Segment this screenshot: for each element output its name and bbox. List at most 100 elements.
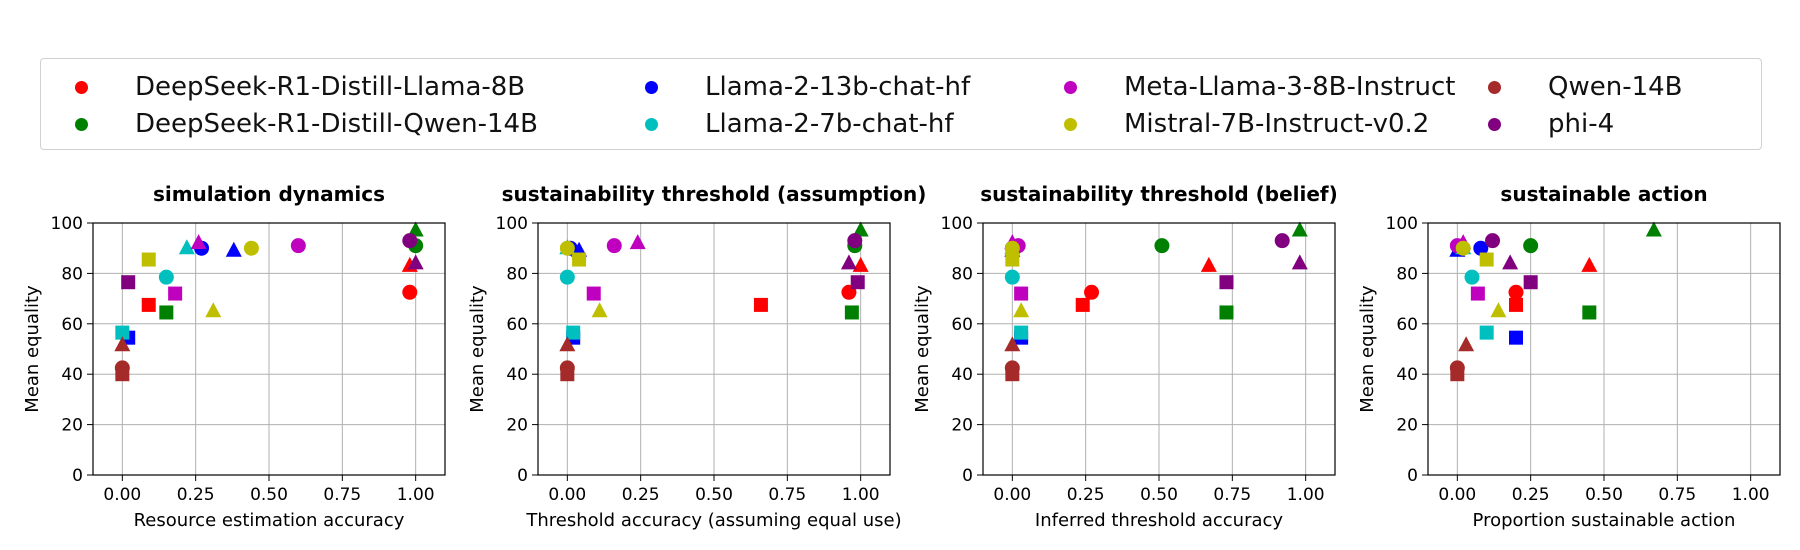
x-tick-label: 0.50 bbox=[1140, 485, 1178, 505]
y-axis-label: Mean equality bbox=[912, 285, 933, 413]
legend-label: DeepSeek-R1-Distill-Qwen-14B bbox=[135, 109, 538, 139]
data-point-circle bbox=[402, 233, 418, 249]
y-axis-label: Mean equality bbox=[1357, 285, 1378, 413]
x-tick-label: 0.00 bbox=[548, 485, 586, 505]
data-point-square bbox=[566, 325, 581, 340]
legend-entry: Meta-Llama-3-8B-Instruct bbox=[1030, 71, 1455, 103]
data-point-triangle bbox=[407, 221, 424, 237]
legend-marker bbox=[645, 80, 658, 94]
data-point-triangle bbox=[190, 234, 207, 250]
legend-marker bbox=[75, 80, 88, 94]
data-point-square bbox=[1479, 325, 1494, 340]
data-point-triangle bbox=[1291, 254, 1308, 270]
y-tick-label: 0 bbox=[517, 466, 528, 486]
data-point-triangle bbox=[559, 336, 576, 352]
x-axis-label: Inferred threshold accuracy bbox=[1035, 510, 1283, 531]
data-point-circle bbox=[1485, 233, 1501, 249]
data-point-circle bbox=[1004, 240, 1020, 256]
legend-entry: Llama-2-13b-chat-hf bbox=[611, 71, 970, 103]
data-point-triangle bbox=[225, 241, 242, 257]
data-point-triangle bbox=[852, 256, 869, 272]
x-tick-label: 1.00 bbox=[397, 485, 435, 505]
y-tick-label: 60 bbox=[61, 315, 83, 335]
x-axis-label: Proportion sustainable action bbox=[1473, 510, 1736, 531]
data-point-square bbox=[1509, 297, 1523, 312]
data-point-circle bbox=[1523, 238, 1539, 254]
legend-marker bbox=[1064, 117, 1077, 131]
legend: DeepSeek-R1-Distill-Llama-8B DeepSeek-R1… bbox=[40, 58, 1762, 150]
panel-title: sustainable action bbox=[1500, 182, 1707, 206]
legend-label: Meta-Llama-3-8B-Instruct bbox=[1124, 72, 1456, 102]
legend-label: Llama-2-13b-chat-hf bbox=[705, 72, 971, 102]
plot-frame bbox=[92, 222, 446, 476]
x-tick-label: 0.25 bbox=[622, 485, 660, 505]
data-point-circle bbox=[1464, 269, 1480, 285]
data-point-circle bbox=[1084, 284, 1100, 300]
y-tick-label: 20 bbox=[951, 416, 973, 436]
data-point-triangle bbox=[1458, 336, 1475, 352]
y-tick-label: 80 bbox=[61, 264, 83, 284]
data-point-triangle bbox=[407, 254, 424, 270]
y-tick-label: 80 bbox=[506, 264, 528, 284]
legend-marker bbox=[75, 117, 88, 131]
data-point-square bbox=[141, 297, 156, 312]
data-point-square bbox=[1014, 325, 1029, 340]
data-point-square bbox=[1450, 367, 1465, 382]
y-tick-label: 80 bbox=[951, 264, 973, 284]
x-tick-label: 0.25 bbox=[1512, 485, 1550, 505]
x-tick-label: 1.00 bbox=[1732, 485, 1770, 505]
x-tick-label: 0.75 bbox=[1213, 485, 1251, 505]
data-point-square bbox=[850, 275, 865, 290]
data-point-square bbox=[1523, 275, 1538, 290]
y-tick-label: 80 bbox=[1396, 264, 1418, 284]
y-tick-label: 20 bbox=[61, 416, 83, 436]
data-point-square bbox=[586, 286, 601, 301]
panel-title: sustainability threshold (assumption) bbox=[502, 182, 927, 206]
data-point-square bbox=[1219, 275, 1234, 290]
data-point-square bbox=[572, 252, 587, 267]
data-point-square bbox=[168, 286, 183, 301]
legend-label: Qwen-14B bbox=[1548, 72, 1683, 102]
x-tick-label: 1.00 bbox=[1287, 485, 1325, 505]
data-point-square bbox=[115, 367, 130, 382]
data-point-circle bbox=[1455, 240, 1471, 256]
x-tick-label: 0.50 bbox=[250, 485, 288, 505]
legend-label: phi-4 bbox=[1548, 109, 1615, 139]
x-tick-label: 0.25 bbox=[1067, 485, 1105, 505]
legend-entry: Llama-2-7b-chat-hf bbox=[611, 108, 954, 140]
data-point-square bbox=[1219, 305, 1234, 320]
data-point-triangle bbox=[1004, 336, 1021, 352]
data-point-triangle bbox=[1502, 254, 1519, 270]
legend-marker bbox=[645, 117, 658, 131]
data-point-circle bbox=[1274, 233, 1290, 249]
data-point-square bbox=[115, 325, 130, 340]
data-point-square bbox=[141, 252, 156, 267]
panel-title: simulation dynamics bbox=[153, 182, 385, 206]
y-tick-label: 100 bbox=[496, 214, 528, 234]
y-tick-label: 100 bbox=[1386, 214, 1418, 234]
x-tick-label: 0.75 bbox=[323, 485, 361, 505]
data-point-triangle bbox=[1013, 302, 1030, 318]
x-tick-label: 0.00 bbox=[103, 485, 141, 505]
y-tick-label: 40 bbox=[951, 365, 973, 385]
data-point-square bbox=[753, 297, 768, 312]
data-point-circle bbox=[158, 269, 174, 285]
y-tick-label: 0 bbox=[72, 466, 83, 486]
legend-label: DeepSeek-R1-Distill-Llama-8B bbox=[135, 72, 526, 102]
y-tick-label: 100 bbox=[51, 214, 83, 234]
legend-entry: Qwen-14B bbox=[1454, 71, 1683, 103]
data-point-square bbox=[1075, 297, 1090, 312]
y-tick-label: 20 bbox=[506, 416, 528, 436]
legend-label: Mistral-7B-Instruct-v0.2 bbox=[1124, 109, 1430, 139]
data-point-square bbox=[159, 305, 174, 320]
data-point-square bbox=[560, 367, 575, 382]
data-point-triangle bbox=[852, 221, 869, 237]
data-point-triangle bbox=[1291, 221, 1308, 237]
data-point-circle bbox=[290, 238, 306, 254]
data-point-square bbox=[1014, 286, 1029, 301]
data-point-triangle bbox=[1645, 221, 1662, 237]
data-point-triangle bbox=[114, 336, 131, 352]
y-tick-label: 60 bbox=[951, 315, 973, 335]
data-point-circle bbox=[1508, 284, 1524, 300]
